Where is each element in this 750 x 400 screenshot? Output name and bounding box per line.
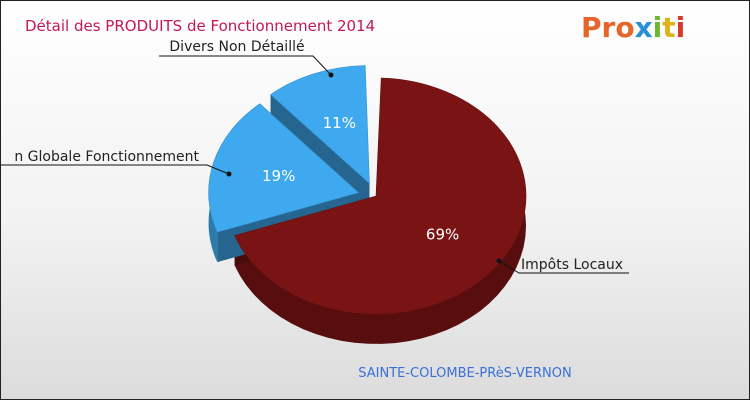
- callout-arrow: [226, 171, 232, 177]
- callout-line: [159, 55, 332, 76]
- logo-letter: i: [676, 11, 686, 44]
- callout-line: [1, 164, 230, 175]
- logo-letter: x: [635, 11, 653, 44]
- logo-letter: P: [581, 11, 602, 44]
- logo-letter: t: [662, 11, 675, 44]
- pie-slice: [208, 103, 360, 233]
- pie-slice: [234, 77, 527, 315]
- logo-letter: r: [602, 11, 616, 44]
- callout-arrow: [496, 258, 502, 264]
- slice-category-label: Divers Non Détaillé: [169, 39, 304, 55]
- callout-line: [498, 260, 629, 274]
- logo-letter: i: [653, 11, 663, 44]
- logo-letter: o: [615, 11, 634, 44]
- slice-value-label: 19%: [262, 167, 295, 185]
- slice-value-label: 11%: [323, 114, 356, 132]
- commune-name: SAINTE-COLOMBE-PRèS-VERNON: [358, 366, 571, 381]
- pie-slice: [270, 65, 370, 185]
- proxiti-logo: Proxiti: [581, 11, 685, 44]
- slice-category-label: Impôts Locaux: [521, 257, 623, 273]
- chart-title: Détail des PRODUITS de Fonctionnement 20…: [25, 17, 375, 35]
- slice-value-label: 69%: [426, 225, 459, 243]
- callout-arrow: [328, 72, 334, 78]
- slice-category-label: n Globale Fonctionnement: [14, 149, 199, 165]
